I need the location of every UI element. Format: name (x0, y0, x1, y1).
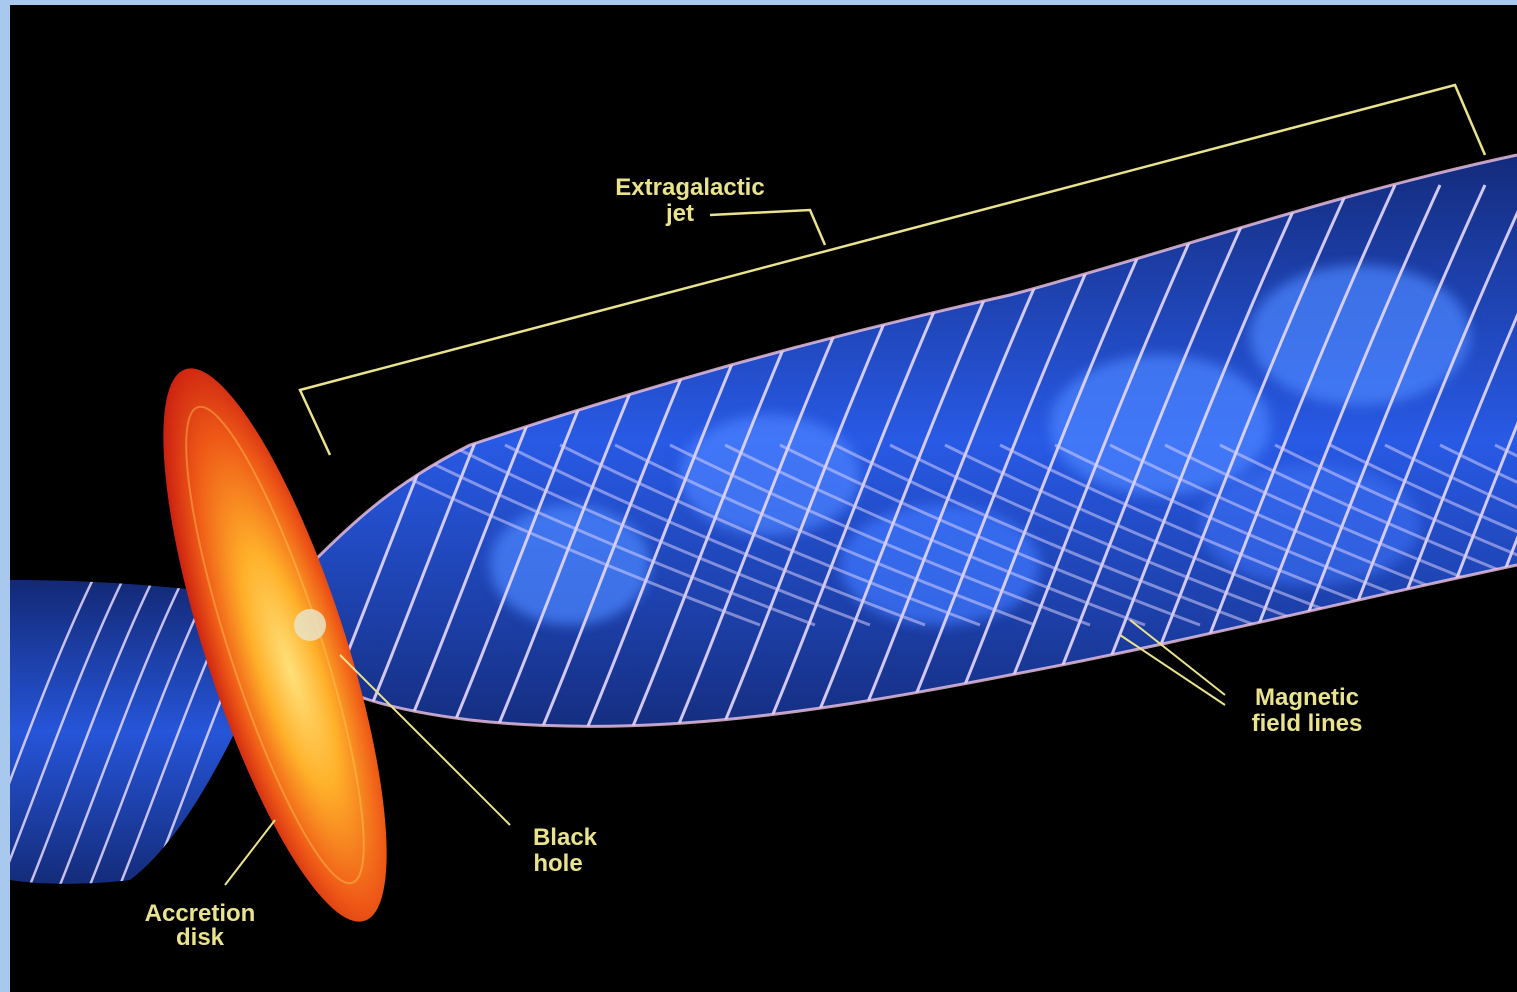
field-line (779, 443, 1201, 627)
jet-bracket (298, 83, 1487, 456)
label-extragalactic-jet-line1: Extragalactic (615, 174, 764, 201)
field-line (58, 580, 192, 884)
field-line (1219, 443, 1517, 627)
field-line (10, 580, 102, 884)
field-line (1329, 443, 1517, 627)
label-black-hole-line2: hole (533, 850, 582, 877)
field-line (724, 443, 1146, 627)
field-line (449, 443, 871, 627)
field-line (1384, 443, 1517, 627)
field-line (504, 443, 926, 627)
field-line (614, 443, 1036, 627)
field-line (669, 443, 1091, 627)
diagram-canvas: Extragalactic jet Magnetic field lines B… (10, 5, 1517, 992)
extragalactic-jet-body (293, 153, 1517, 728)
field-line (1164, 443, 1517, 627)
label-magnetic-line1: Magnetic (1255, 684, 1359, 711)
leader-lines (224, 619, 1226, 886)
black-hole (294, 609, 326, 641)
field-line (889, 443, 1311, 627)
label-accretion-disk-line2: disk (176, 924, 225, 951)
label-accretion-disk-line1: Accretion (145, 900, 256, 927)
field-line (394, 443, 816, 627)
field-line (1439, 443, 1517, 627)
field-line (10, 580, 132, 884)
field-line (834, 443, 1256, 627)
field-line (893, 184, 1127, 727)
label-extragalactic-jet-line2: jet (665, 200, 694, 227)
label-black-hole-line1: Black (533, 824, 598, 851)
jet-diagram: Extragalactic jet Magnetic field lines B… (10, 83, 1517, 951)
field-line (1274, 443, 1517, 627)
label-magnetic-line2: field lines (1252, 710, 1363, 737)
field-line (944, 443, 1366, 627)
field-line (28, 580, 162, 884)
field-line (559, 443, 981, 627)
